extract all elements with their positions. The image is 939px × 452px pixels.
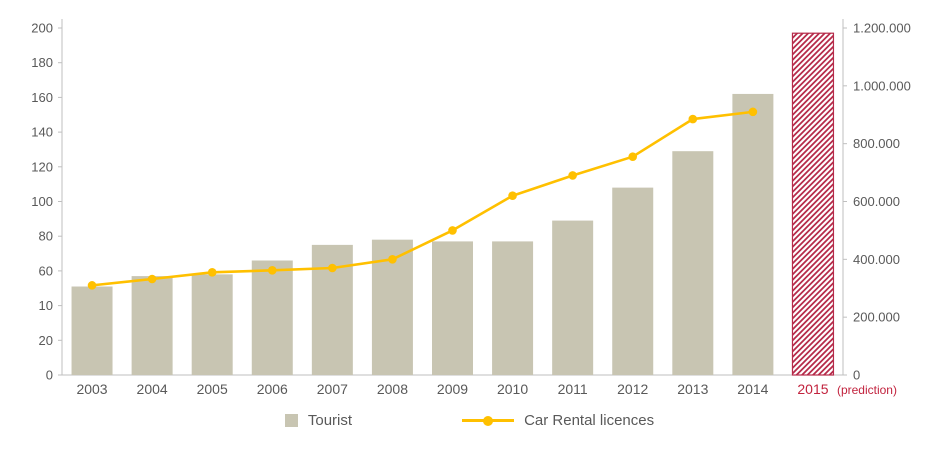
left-axis-tick-label: 180: [31, 55, 53, 70]
right-axis-tick-label: 1.000.000: [853, 78, 911, 93]
bar-2003: [71, 286, 113, 375]
x-axis-label-2008: 2008: [377, 381, 408, 397]
bar-2009: [432, 241, 473, 375]
x-axis-label-2010: 2010: [497, 381, 528, 397]
line-marker-2004: [147, 274, 157, 284]
line-marker-2005: [207, 268, 217, 277]
line-marker-2012: [628, 152, 638, 161]
line-marker-2010: [508, 191, 517, 201]
bar-2005: [191, 274, 233, 375]
car-rental-licences-line: [91, 110, 754, 287]
x-axis-label-2006: 2006: [257, 381, 288, 397]
right-axis-tick-label: 1.200.000: [853, 21, 911, 36]
x-axis-label-2011: 2011: [558, 381, 588, 397]
line-marker-2006: [267, 266, 277, 275]
tourist-car-rental-combo-chart: 0201060801001201401601802000200.000400.0…: [31, 19, 911, 397]
left-axis-tick-label: 20: [39, 333, 53, 348]
bar-2015: [791, 32, 835, 376]
left-axis-tick-label: 140: [31, 125, 53, 140]
right-axis-tick-label: 800.000: [853, 136, 900, 151]
chart-legend: Tourist Car Rental licences: [0, 412, 939, 429]
bar-2004: [131, 276, 173, 375]
bar-2010: [492, 241, 534, 375]
bar-2013: [672, 151, 714, 375]
legend-item-car-rental-licences: Car Rental licences: [462, 412, 654, 429]
x-axis-label-2003: 2003: [76, 381, 107, 397]
line-marker-2013: [688, 114, 698, 124]
left-axis-tick-label: 100: [31, 194, 53, 209]
left-axis-tick-label: 10: [39, 298, 53, 313]
car-rental-line-swatch-icon: [462, 415, 515, 426]
x-axis-label-2007: 2007: [317, 381, 348, 397]
x-axis-label-2005: 2005: [197, 381, 228, 397]
x-axis-label-2015: 2015: [797, 381, 828, 397]
line-marker-2011: [568, 171, 577, 180]
bar-2014: [732, 93, 774, 376]
line-marker-2014: [748, 107, 758, 117]
tourist-bar-swatch-icon: [284, 414, 298, 427]
x-axis-label-2013: 2013: [677, 381, 708, 397]
legend-label-car-rental: Car Rental licences: [524, 412, 655, 429]
left-axis-tick-label: 0: [46, 368, 53, 383]
x-axis-label-2012: 2012: [617, 381, 648, 397]
right-axis-tick-label: 0: [853, 368, 860, 383]
x-axis-label-2014: 2014: [737, 381, 768, 397]
bar-2012: [612, 187, 654, 375]
legend-item-tourist: Tourist: [284, 412, 353, 429]
right-axis-tick-label: 400.000: [853, 252, 900, 267]
bar-2006: [251, 260, 293, 375]
line-marker-2007: [328, 263, 337, 273]
left-axis-tick-label: 160: [31, 90, 53, 105]
x-axis-label-2009: 2009: [437, 381, 468, 397]
line-marker-2003: [87, 281, 97, 290]
prediction-note: (prediction): [837, 383, 897, 397]
left-axis-tick-label: 60: [39, 263, 53, 278]
left-axis-tick-label: 80: [39, 229, 53, 244]
right-axis-tick-label: 200.000: [853, 310, 900, 325]
line-marker-2009: [448, 226, 457, 235]
left-axis-tick-label: 200: [31, 21, 53, 36]
left-axis-tick-label: 120: [31, 159, 53, 174]
bar-2011: [552, 220, 594, 375]
line-marker-2008: [388, 255, 397, 264]
x-axis-label-2004: 2004: [137, 381, 168, 397]
legend-label-tourist: Tourist: [307, 412, 353, 429]
right-axis-tick-label: 600.000: [853, 194, 900, 209]
line-swatch-marker: [483, 415, 494, 426]
